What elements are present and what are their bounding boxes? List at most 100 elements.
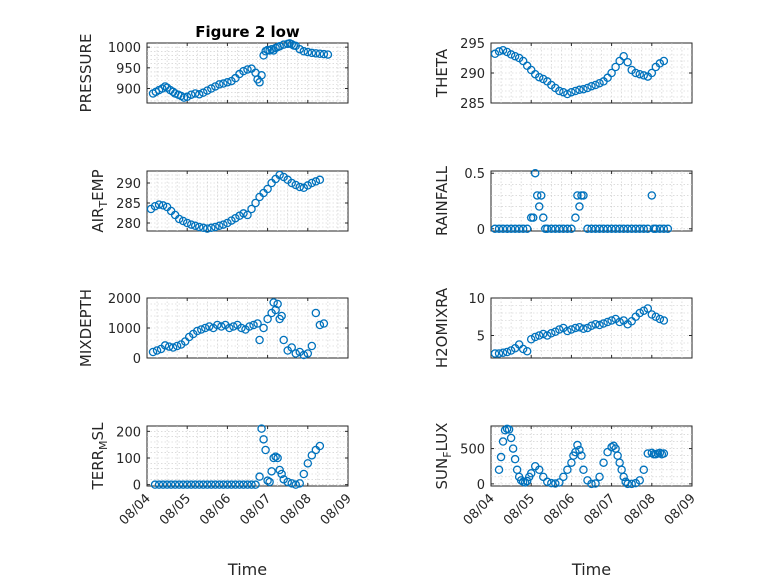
data-point — [607, 68, 616, 78]
data-point — [534, 202, 544, 211]
data-point — [215, 480, 224, 489]
data-point — [555, 224, 564, 234]
data-point — [534, 331, 544, 340]
data-point — [619, 51, 628, 61]
data-point — [551, 479, 560, 488]
data-point — [275, 170, 284, 180]
data-point — [619, 224, 628, 234]
y-tick-label: 0 — [477, 478, 485, 493]
x-axis-label: Time — [227, 560, 267, 579]
data-point — [659, 224, 669, 234]
data-point — [573, 440, 582, 450]
data-point — [178, 216, 188, 226]
data-point — [555, 86, 564, 96]
data-point — [207, 84, 216, 93]
x-tick-label: 08/05 — [157, 491, 194, 528]
data-point — [647, 448, 657, 458]
data-point — [160, 341, 170, 350]
data-point — [591, 479, 600, 488]
data-point — [543, 224, 552, 234]
data-point — [599, 224, 608, 234]
data-point — [506, 50, 516, 59]
data-point — [575, 322, 584, 332]
x-tick-label: 08/09 — [662, 491, 699, 528]
data-point — [534, 465, 544, 475]
data-point — [267, 467, 276, 476]
data-point — [307, 48, 317, 58]
data-point — [559, 87, 568, 97]
data-point — [217, 322, 226, 331]
data-point — [303, 349, 313, 358]
data-point — [307, 178, 317, 188]
data-point — [627, 224, 636, 234]
data-point — [239, 480, 248, 489]
data-point — [170, 480, 180, 489]
y-tick-label: 295 — [460, 37, 485, 52]
data-point — [279, 40, 288, 49]
data-point — [520, 478, 530, 487]
data-point — [647, 191, 657, 200]
data-point — [211, 480, 220, 489]
subplot-6: 5 10 H2OMIXRA — [433, 287, 693, 368]
data-point — [579, 84, 588, 94]
data-point — [635, 224, 644, 234]
data-point — [158, 201, 168, 210]
data-point — [207, 480, 216, 489]
subplot-8: 08/04 08/05 08/06 08/07 08/08 08/09 0 500 SUNFLU… — [433, 423, 699, 579]
data-point — [195, 480, 204, 489]
data-point — [551, 224, 560, 234]
data-point — [158, 480, 168, 489]
data-point — [543, 477, 552, 487]
data-point — [257, 71, 266, 80]
x-tick-label: 08/05 — [501, 491, 538, 528]
x-tick-label: 08/04 — [117, 491, 154, 528]
data-point — [599, 319, 608, 328]
data-point — [174, 214, 184, 224]
y-axis-label: SUNFLUX — [433, 423, 454, 490]
data-point — [315, 320, 325, 330]
data-point — [547, 478, 556, 488]
data-point — [639, 71, 649, 80]
data-point — [245, 322, 254, 331]
data-point — [498, 348, 508, 357]
data-point — [190, 89, 200, 98]
data-point — [148, 347, 158, 357]
y-tick-label: 500 — [460, 443, 485, 458]
data-point — [647, 68, 657, 78]
data-point — [164, 342, 174, 351]
x-tick-label: 08/09 — [318, 491, 355, 528]
data-point — [635, 69, 644, 79]
data-point — [635, 476, 644, 485]
data-point — [631, 68, 640, 78]
data-point — [150, 480, 160, 489]
data-point — [253, 319, 262, 328]
data-point — [219, 79, 228, 88]
data-point — [190, 221, 200, 231]
data-point — [311, 49, 321, 58]
data-point — [655, 448, 665, 458]
data-point — [257, 424, 266, 433]
data-point — [643, 224, 653, 234]
data-point — [186, 480, 196, 489]
data-point — [239, 209, 248, 218]
data-point — [172, 341, 182, 351]
data-point — [211, 82, 220, 91]
data-point — [591, 80, 600, 90]
data-point — [190, 480, 200, 489]
subplot-7: 08/04 08/05 08/06 08/07 08/08 08/09 0 100 200 TER… — [89, 422, 355, 579]
data-point — [516, 476, 526, 485]
data-point — [663, 224, 673, 234]
data-point — [229, 322, 238, 331]
data-point — [603, 224, 612, 234]
y-axis-label: AIRTEMP — [89, 169, 110, 232]
data-point — [504, 425, 514, 434]
data-point — [186, 90, 196, 99]
data-point — [514, 224, 524, 234]
data-point — [659, 316, 669, 325]
data-point — [599, 458, 608, 467]
data-point — [225, 323, 234, 333]
data-point — [639, 465, 649, 475]
x-tick-label: 08/08 — [278, 491, 315, 528]
data-point — [655, 224, 665, 234]
data-point — [615, 317, 624, 327]
